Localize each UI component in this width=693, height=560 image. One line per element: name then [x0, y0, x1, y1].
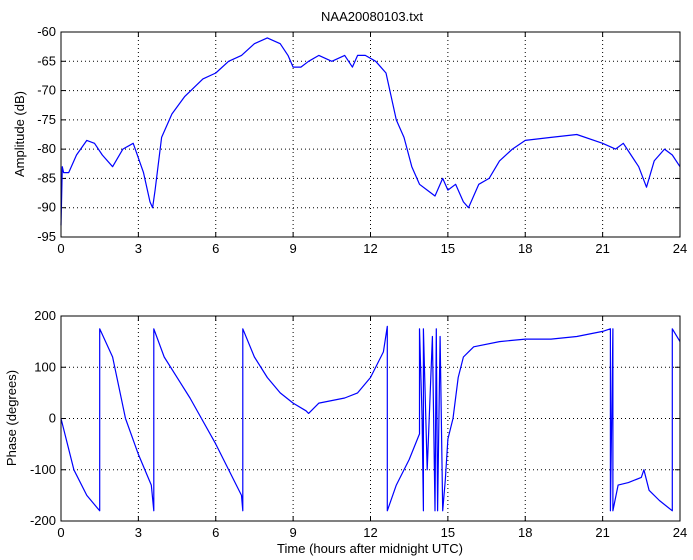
amplitude-x-tick-label: 0 [57, 241, 64, 256]
phase-series-line [60, 325, 681, 512]
amplitude-x-tick-label: 18 [518, 241, 532, 256]
amplitude-y-tick-label: -65 [37, 53, 56, 68]
phase-x-tick-label: 12 [363, 525, 377, 540]
phase-x-axis-label: Time (hours after midnight UTC) [277, 541, 463, 556]
phase-chart: 0 3 6 9 12 15 18 21 24 -200 -100 0 100 200 Time (hou… [4, 308, 687, 556]
phase-x-tick-label: 24 [673, 525, 687, 540]
chart-title: NAA20080103.txt [321, 9, 423, 24]
phase-x-tick-label: 18 [518, 525, 532, 540]
phase-y-axis-label: Phase (degrees) [4, 370, 19, 466]
phase-x-tick-label: 9 [290, 525, 297, 540]
phase-y-tick-label: 200 [34, 308, 56, 323]
amplitude-y-tick-label: -80 [37, 141, 56, 156]
amplitude-plot-area [61, 32, 680, 237]
amplitude-chart: NAA20080103.txt 0 3 6 9 12 15 18 21 24 -95 -90 -85… [12, 9, 687, 256]
amplitude-series-line [60, 37, 681, 226]
amplitude-x-tick-label: 3 [135, 241, 142, 256]
amplitude-y-tick-label: -70 [37, 83, 56, 98]
amplitude-y-tick-label: -90 [37, 200, 56, 215]
amplitude-x-ticks: 0 3 6 9 12 15 18 21 24 [57, 32, 687, 256]
amplitude-y-ticks: -95 -90 -85 -80 -75 -70 -65 -60 [37, 24, 680, 244]
phase-y-tick-label: 0 [49, 411, 56, 426]
amplitude-x-tick-label: 24 [673, 241, 687, 256]
phase-x-tick-label: 0 [57, 525, 64, 540]
phase-x-tick-label: 3 [135, 525, 142, 540]
phase-x-tick-label: 6 [212, 525, 219, 540]
amplitude-y-axis-label: Amplitude (dB) [12, 91, 27, 177]
phase-x-tick-label: 21 [595, 525, 609, 540]
amplitude-y-tick-label: -75 [37, 112, 56, 127]
amplitude-x-tick-label: 6 [212, 241, 219, 256]
amplitude-x-tick-label: 12 [363, 241, 377, 256]
amplitude-y-tick-label: -60 [37, 24, 56, 39]
phase-axes-box [60, 315, 681, 522]
phase-y-tick-label: 100 [34, 359, 56, 374]
amplitude-axes-box [60, 31, 681, 238]
amplitude-x-tick-label: 9 [290, 241, 297, 256]
amplitude-y-tick-label: -95 [37, 229, 56, 244]
amplitude-y-tick-label: -85 [37, 170, 56, 185]
phase-y-tick-label: -200 [30, 513, 56, 528]
amplitude-x-tick-label: 21 [595, 241, 609, 256]
phase-y-ticks: -200 -100 0 100 200 [30, 308, 680, 528]
phase-plot-area [61, 316, 680, 521]
phase-x-ticks: 0 3 6 9 12 15 18 21 24 [57, 316, 687, 540]
phase-y-tick-label: -100 [30, 462, 56, 477]
amplitude-x-tick-label: 15 [441, 241, 455, 256]
phase-x-tick-label: 15 [441, 525, 455, 540]
